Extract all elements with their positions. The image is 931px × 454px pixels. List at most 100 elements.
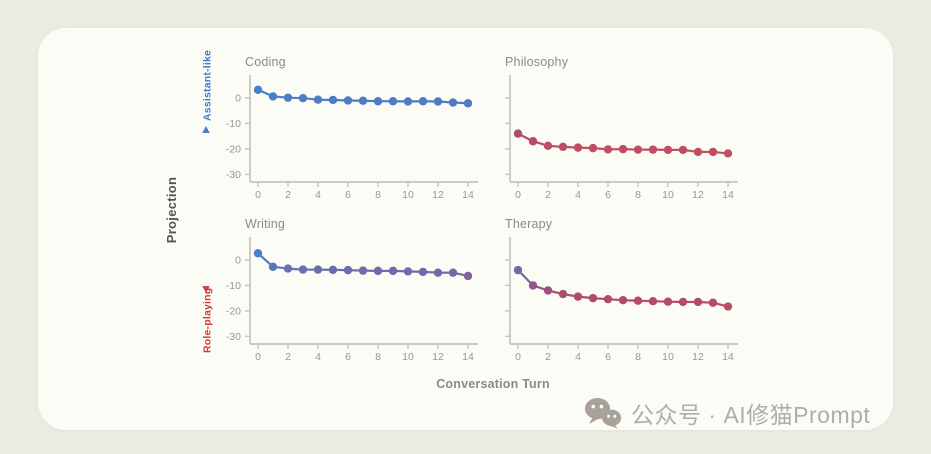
subplot-coding: 0 -10 -20 -30 0 2 4 6 8 10 12 14 Coding: [226, 55, 478, 201]
data-point: [603, 145, 613, 154]
data-point: [373, 266, 383, 276]
y-tick-label: 0: [235, 254, 241, 266]
figure-labels: Conversation Turn Projection Assistant-lik…: [164, 50, 550, 391]
x-tick-label: 6: [345, 189, 351, 201]
y-tick-label: -20: [226, 143, 241, 155]
data-point: [678, 297, 688, 307]
arrow-up-head: [202, 126, 210, 133]
data-point: [513, 265, 523, 275]
x-tick-label: 12: [432, 351, 444, 363]
data-point: [283, 264, 293, 273]
data-point: [358, 266, 368, 275]
subplot-therapy: 0 2 4 6 8 10 12 14 Therapy: [505, 217, 738, 363]
x-tick-label: 2: [285, 351, 291, 363]
x-tick-label: 10: [662, 189, 674, 201]
data-point: [708, 298, 718, 307]
data-point: [298, 265, 308, 274]
data-point: [528, 137, 538, 146]
data-point: [268, 92, 278, 101]
data-point: [543, 141, 553, 151]
x-tick-label: 14: [722, 351, 734, 363]
data-point: [708, 147, 718, 157]
y-axis-label: Projection: [164, 177, 179, 244]
data-point: [558, 289, 568, 299]
watermark: 公众号 · AI修猫Prompt: [584, 396, 870, 430]
x-tick-label: 12: [692, 189, 704, 201]
x-tick-label: 8: [375, 189, 381, 201]
data-point: [448, 98, 458, 107]
subplot-title: Therapy: [505, 217, 553, 231]
data-point: [433, 97, 443, 106]
data-point: [648, 297, 658, 306]
data-point: [268, 262, 278, 272]
data-point: [328, 265, 338, 275]
data-point: [633, 296, 643, 305]
data-point: [283, 93, 293, 102]
x-axis-label: Conversation Turn: [436, 377, 550, 391]
data-point: [648, 145, 658, 154]
data-point: [558, 142, 568, 152]
assistant-like-label: Assistant-like: [202, 50, 214, 121]
x-tick-label: 10: [402, 351, 414, 363]
data-point: [313, 95, 323, 104]
data-point: [418, 267, 428, 277]
x-tick-label: 6: [605, 189, 611, 201]
subplot-philosophy: 0 2 4 6 8 10 12 14 Philosophy: [505, 55, 738, 201]
y-tick-label: 0: [235, 92, 241, 104]
x-tick-label: 12: [432, 189, 444, 201]
data-point: [723, 149, 733, 158]
data-point: [403, 267, 413, 276]
data-point: [343, 96, 353, 105]
data-point: [543, 286, 553, 295]
x-tick-label: 0: [255, 351, 261, 363]
x-tick-label: 2: [545, 351, 551, 363]
arrow-down-head: [202, 286, 210, 293]
subplot-writing: 0 -10 -20 -30 0 2 4 6 8 10 12 14 Writing: [226, 217, 478, 363]
x-tick-label: 8: [635, 189, 641, 201]
x-tick-label: 4: [315, 189, 321, 201]
data-point: [588, 293, 598, 303]
data-point: [528, 281, 538, 290]
data-point: [663, 145, 673, 155]
data-point: [693, 147, 703, 157]
x-tick-label: 12: [692, 351, 704, 363]
watermark-text: 公众号 · AI修猫Prompt: [631, 402, 871, 428]
data-point: [328, 95, 338, 105]
wechat-icon: [584, 398, 622, 429]
data-point: [253, 249, 263, 258]
data-point: [618, 295, 628, 305]
y-tick-label: -20: [226, 305, 241, 317]
data-point: [603, 294, 613, 304]
data-point: [618, 144, 628, 154]
x-tick-label: 8: [375, 351, 381, 363]
y-tick-label: -30: [226, 169, 241, 181]
data-point: [678, 145, 688, 155]
x-tick-label: 14: [462, 189, 474, 201]
x-tick-label: 0: [515, 189, 521, 201]
data-point: [358, 96, 368, 105]
data-point: [463, 99, 473, 108]
data-point: [463, 271, 473, 281]
y-tick-label: -30: [226, 331, 241, 343]
x-tick-label: 8: [635, 351, 641, 363]
x-tick-label: 4: [575, 189, 581, 201]
x-tick-label: 10: [402, 189, 414, 201]
data-point: [433, 268, 443, 277]
figure-card: [38, 28, 893, 430]
data-point: [448, 268, 458, 277]
x-tick-label: 10: [662, 351, 674, 363]
data-point: [723, 302, 733, 311]
data-point: [693, 297, 703, 307]
data-point: [313, 265, 323, 274]
data-point: [513, 129, 523, 138]
x-tick-label: 2: [545, 189, 551, 201]
role-playing-label: Role-playing: [202, 288, 214, 353]
data-point: [343, 265, 353, 275]
x-tick-label: 6: [605, 351, 611, 363]
data-point: [573, 143, 583, 152]
subplot-title: Coding: [245, 55, 286, 69]
data-point: [663, 297, 673, 306]
data-point: [298, 93, 308, 103]
